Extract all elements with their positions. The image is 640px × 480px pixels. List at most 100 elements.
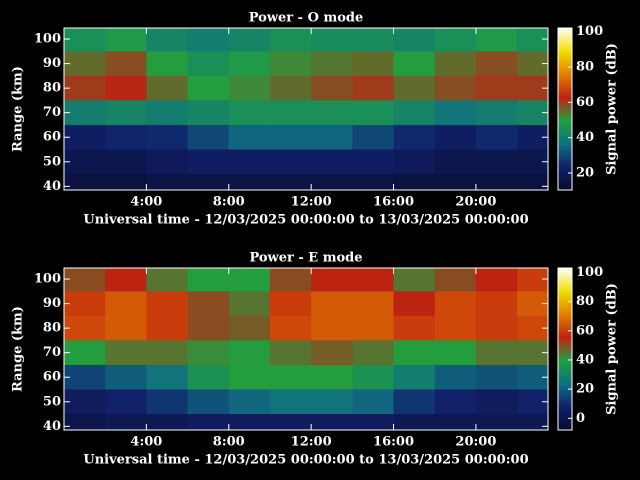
heatmap-cell: [311, 414, 353, 430]
heatmap-cell: [146, 414, 189, 430]
heatmap-cell: [105, 100, 147, 126]
colorbar-tick-label: 40: [576, 130, 594, 145]
heatmap-cell: [187, 291, 230, 317]
heatmap-cell: [146, 124, 189, 150]
heatmap-cell: [146, 291, 189, 317]
heatmap-cell: [64, 100, 106, 126]
heatmap-cell: [187, 364, 230, 390]
heatmap-cell: [517, 414, 548, 430]
colorbar-tick-label: 20: [576, 382, 594, 397]
heatmap-cell: [64, 268, 106, 292]
heatmap-cell: [393, 268, 436, 292]
plot-frame: [63, 27, 549, 191]
heatmap-cell: [434, 414, 477, 430]
heatmap-cell: [475, 364, 518, 390]
heatmap-cell: [393, 340, 436, 366]
heatmap-cell: [64, 124, 106, 150]
heatmap-cell: [146, 75, 189, 101]
colorbar-label: Signal power (dB): [605, 43, 620, 175]
heatmap-cell: [434, 124, 477, 150]
heatmap: [64, 268, 548, 430]
heatmap-cell: [228, 174, 271, 190]
y-tick-label: 70: [43, 345, 61, 360]
x-tick-label: 8:00: [213, 195, 245, 210]
colorbar-tick-label: 20: [576, 166, 594, 181]
heatmap-cell: [187, 124, 230, 150]
colorbar-tick-label: 60: [576, 323, 594, 338]
heatmap-cell: [105, 268, 147, 292]
heatmap-cell: [475, 291, 518, 317]
colorbar-tick-label: 0: [576, 411, 585, 426]
heatmap-cell: [311, 75, 353, 101]
heatmap-cell: [228, 340, 271, 366]
colorbar-tick-label: 100: [576, 265, 603, 280]
y-axis-label: Range (km): [11, 306, 26, 392]
heatmap-cell: [393, 315, 436, 341]
heatmap-cell: [393, 75, 436, 101]
x-tick-label: 12:00: [291, 195, 332, 210]
colorbar-tick-label: 100: [576, 24, 603, 39]
heatmap-cell: [517, 51, 548, 77]
heatmap-cell: [517, 100, 548, 126]
heatmap-cell: [269, 389, 312, 415]
heatmap-cell: [146, 28, 189, 52]
heatmap-cell: [475, 389, 518, 415]
heatmap-cell: [105, 75, 147, 101]
heatmap-cell: [352, 124, 395, 150]
heatmap-cell: [269, 174, 312, 190]
heatmap-cell: [352, 268, 395, 292]
heatmap-cell: [64, 75, 106, 101]
heatmap-cell: [64, 364, 106, 390]
x-tick-label: 20:00: [455, 195, 496, 210]
heatmap-cell: [393, 174, 436, 190]
y-tick-label: 90: [43, 56, 61, 71]
heatmap-cell: [311, 268, 353, 292]
heatmap-cell: [517, 75, 548, 101]
heatmap-cell: [187, 174, 230, 190]
heatmap-cell: [64, 51, 106, 77]
heatmap-cell: [393, 414, 436, 430]
heatmap-cell: [269, 268, 312, 292]
y-tick-label: 40: [43, 419, 61, 434]
heatmap-cell: [311, 315, 353, 341]
heatmap-cell: [311, 364, 353, 390]
heatmap-cell: [517, 315, 548, 341]
heatmap-cell: [187, 315, 230, 341]
heatmap-cell: [434, 364, 477, 390]
heatmap-cell: [311, 149, 353, 175]
heatmap-cell: [475, 51, 518, 77]
heatmap-cell: [434, 51, 477, 77]
y-tick-label: 50: [43, 154, 61, 169]
heatmap-cell: [352, 100, 395, 126]
colorbar: [557, 267, 573, 431]
heatmap-cell: [105, 28, 147, 52]
heatmap-cell: [311, 340, 353, 366]
heatmap-cell: [311, 124, 353, 150]
colorbar-label: Signal power (dB): [605, 283, 620, 415]
heatmap-cell: [434, 268, 477, 292]
x-tick-label: 12:00: [291, 435, 332, 450]
heatmap-cell: [311, 51, 353, 77]
colorbar-tick-label: 40: [576, 352, 594, 367]
heatmap-cell: [228, 291, 271, 317]
heatmap-cell: [105, 51, 147, 77]
heatmap-cell: [311, 100, 353, 126]
heatmap-cell: [352, 389, 395, 415]
x-axis-label: Universal time - 12/03/2025 00:00:00 to …: [83, 213, 528, 228]
heatmap-cell: [475, 149, 518, 175]
y-tick-label: 80: [43, 81, 61, 96]
heatmap-cell: [228, 315, 271, 341]
heatmap-cell: [105, 315, 147, 341]
colorbar-tick-label: 80: [576, 294, 594, 309]
heatmap-cell: [352, 28, 395, 52]
heatmap-cell: [64, 340, 106, 366]
heatmap-cell: [228, 28, 271, 52]
heatmap-cell: [393, 149, 436, 175]
heatmap-cell: [187, 389, 230, 415]
heatmap-cell: [105, 364, 147, 390]
heatmap-cell: [269, 291, 312, 317]
heatmap-cell: [228, 75, 271, 101]
heatmap-cell: [105, 414, 147, 430]
heatmap-cell: [187, 75, 230, 101]
heatmap-cell: [228, 364, 271, 390]
